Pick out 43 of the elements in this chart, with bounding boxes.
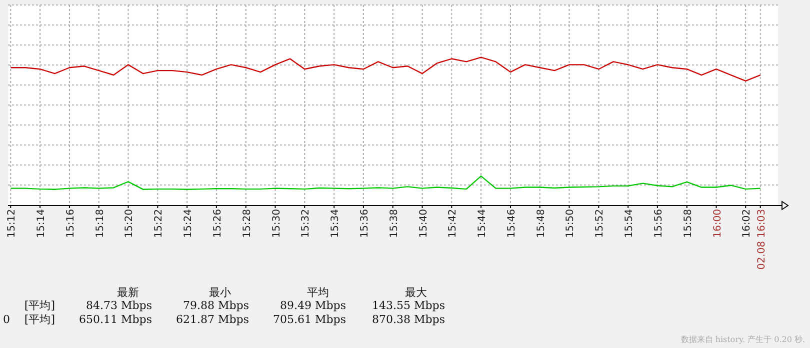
- x-tick-label: 15:14: [36, 209, 48, 238]
- x-tick-label: 16:02: [742, 209, 753, 238]
- x-tick-label: 16:00: [712, 209, 724, 238]
- text: 705.61 Mbps: [273, 313, 346, 326]
- x-tick-label: 15:52: [594, 209, 606, 238]
- text: 89.49 Mbps: [280, 299, 346, 312]
- x-tick-label: 15:50: [565, 209, 576, 238]
- text: 最小: [209, 286, 231, 299]
- text: 143.55 Mbps: [372, 299, 446, 312]
- x-tick-label: 15:26: [212, 209, 224, 238]
- text: [平均]: [24, 299, 55, 312]
- x-tick-label: 15:58: [682, 209, 694, 238]
- x-tick-label: 15:54: [624, 209, 636, 238]
- text: 最新: [117, 286, 139, 299]
- x-tick-label: 15:18: [94, 209, 106, 238]
- x-tick-label: 15:34: [330, 209, 342, 238]
- x-tick-label: 15:40: [418, 209, 430, 238]
- x-tick-label: 15:20: [124, 209, 136, 238]
- x-tick-label: 15:16: [65, 209, 76, 238]
- x-tick-label: 15:36: [359, 209, 370, 238]
- text: 650.11 Mbps: [79, 313, 152, 326]
- text: [平均]: [24, 313, 55, 326]
- x-tick-label: 15:32: [300, 209, 312, 238]
- text: 数据来自 history. 产生于 0.20 秒.: [680, 335, 805, 344]
- x-tick-label: 15:42: [448, 209, 459, 238]
- x-tick-label: 15:44: [477, 209, 488, 238]
- x-tick-label: 15:48: [536, 209, 547, 238]
- text: 0: [3, 313, 10, 326]
- x-tick-label: 15:46: [506, 209, 518, 238]
- x-tick-label: 15:12: [6, 209, 18, 238]
- x-tick-label: 15:56: [653, 209, 664, 238]
- x-tick-label: 15:22: [154, 209, 165, 238]
- x-tick-label: 15:38: [388, 209, 400, 238]
- x-tick-label: 15:30: [271, 209, 282, 238]
- text: 最大: [405, 286, 427, 299]
- text: 平均: [307, 286, 329, 299]
- text: 621.87 Mbps: [176, 313, 250, 326]
- x-tick-label: 15:28: [242, 209, 253, 238]
- text: 870.38 Mbps: [372, 313, 446, 326]
- text: 84.73 Mbps: [86, 299, 152, 312]
- x-tick-label: 02.08 16:03: [756, 209, 768, 270]
- text: 79.88 Mbps: [183, 299, 250, 312]
- x-tick-label: 15:24: [183, 209, 194, 238]
